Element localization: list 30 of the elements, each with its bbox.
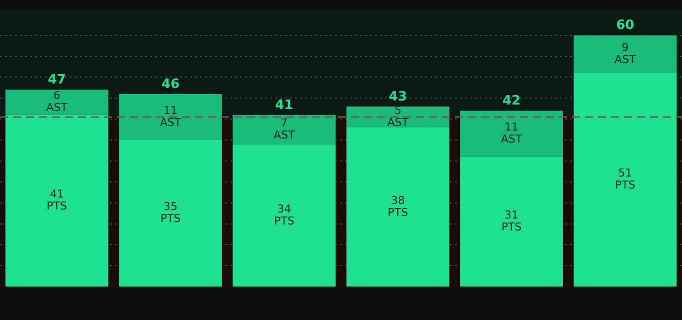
data-label: 41	[50, 188, 64, 201]
data-label: 5	[394, 104, 402, 117]
text: AST	[387, 116, 408, 129]
data-label: 38	[390, 194, 405, 207]
data-label: 11	[504, 120, 518, 134]
total-label: 46	[161, 76, 180, 92]
text: AST	[500, 132, 522, 146]
data-label: 7	[280, 116, 288, 130]
total-label: 41	[275, 98, 294, 113]
series-label: AST	[46, 101, 68, 114]
data-label: 35	[164, 200, 178, 214]
total-label: 42	[502, 94, 521, 109]
text: PTS	[614, 178, 636, 192]
data-label: 31	[504, 208, 518, 222]
data-label: 9	[622, 41, 629, 54]
series-label: PTS	[274, 214, 294, 228]
text: PTS	[46, 200, 68, 213]
text: AST	[614, 53, 636, 66]
total-label: 60	[616, 18, 634, 34]
data-label: 51	[618, 166, 632, 180]
text: PTS	[501, 220, 522, 234]
text: AST	[160, 116, 182, 129]
data-label: 11	[164, 104, 178, 117]
total-label: 43	[388, 89, 407, 104]
data-label: 34	[277, 202, 292, 216]
text: PTS	[160, 212, 181, 226]
data-label: 6	[53, 89, 60, 102]
text: PTS	[388, 206, 408, 219]
total-label: 47	[48, 72, 66, 88]
text: AST	[274, 128, 295, 142]
